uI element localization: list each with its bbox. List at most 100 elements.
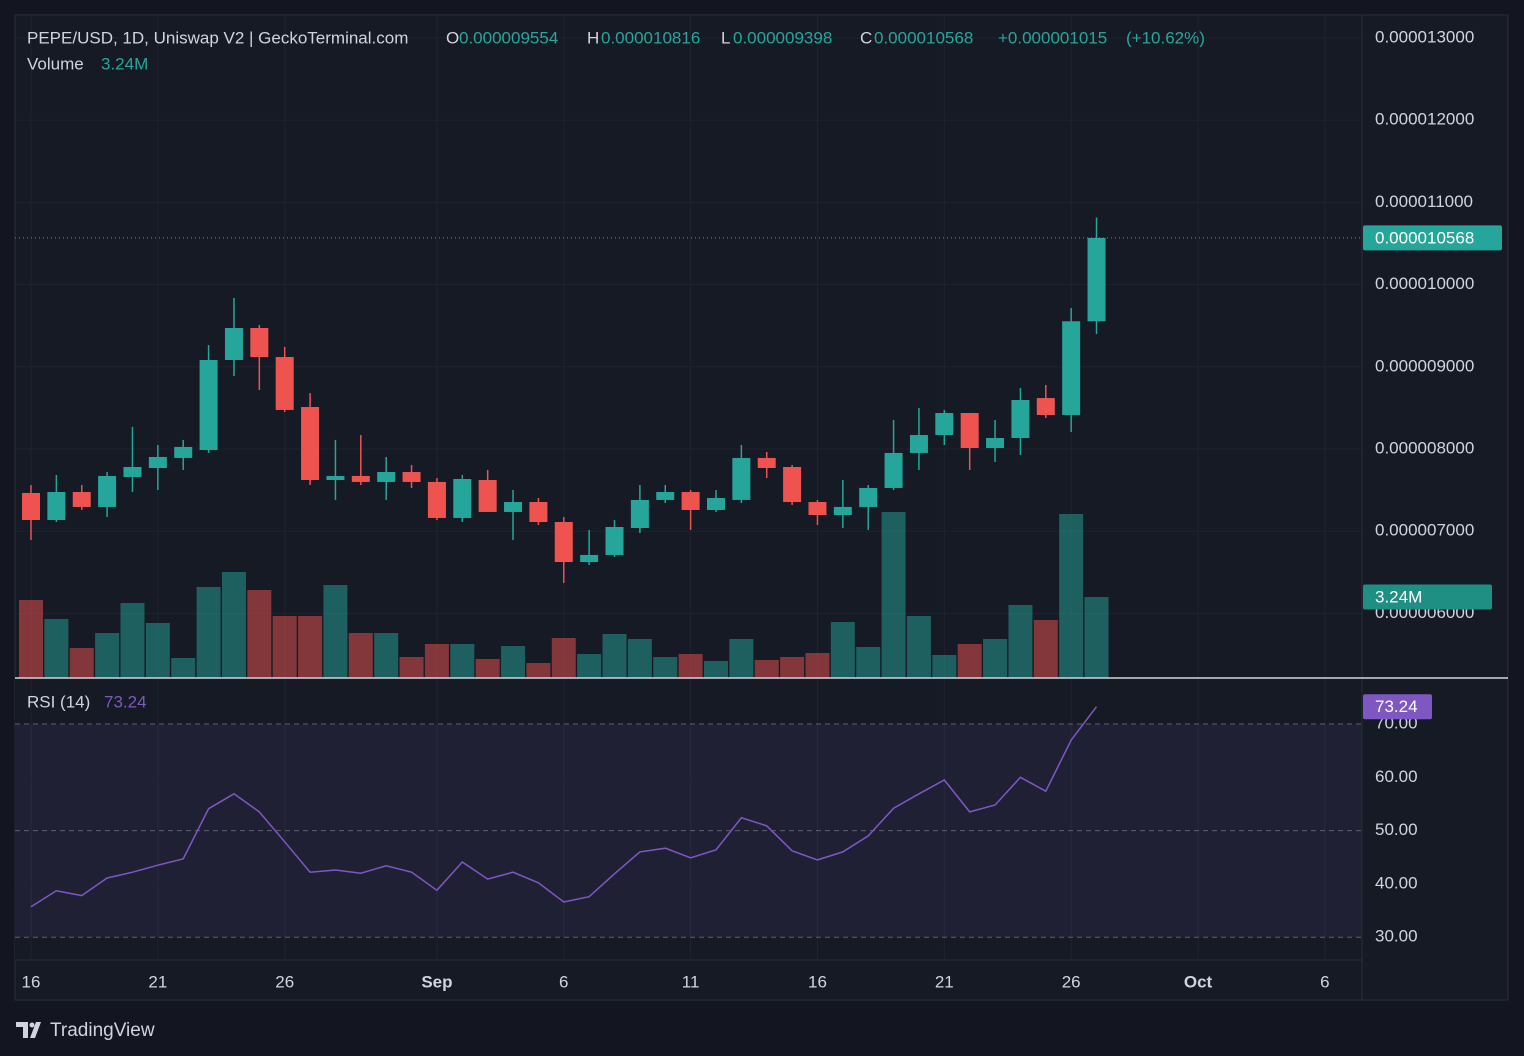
candle-body <box>72 491 91 507</box>
y-tick-label: 0.000009000 <box>1375 356 1474 375</box>
rsi-tick-label: 40.00 <box>1375 873 1418 892</box>
y-tick-label: 0.000013000 <box>1375 27 1474 46</box>
y-tick-label: 0.000007000 <box>1375 521 1474 540</box>
header: PEPE/USD, 1D, Uniswap V2 | GeckoTerminal… <box>27 28 1205 711</box>
volume-bar <box>374 633 399 678</box>
volume-bar <box>983 639 1008 678</box>
x-tick-label: 16 <box>808 972 827 991</box>
candle-body <box>123 467 142 477</box>
x-tick-label: 6 <box>1320 972 1329 991</box>
candle-body <box>199 359 218 450</box>
candle-body <box>783 467 802 503</box>
candle-body <box>986 437 1005 449</box>
volume-bar <box>932 655 957 678</box>
x-tick-label: 26 <box>275 972 294 991</box>
candle-body <box>478 479 497 512</box>
candle-body <box>605 527 624 555</box>
volume-bar <box>780 657 805 678</box>
volume-bar <box>1033 620 1058 678</box>
x-tick-label: 21 <box>935 972 954 991</box>
ohlc-name: O <box>446 28 459 47</box>
ohlc-value: 0.000009398 <box>733 28 832 47</box>
volume-bar <box>678 654 703 678</box>
volume-bar <box>1059 514 1084 678</box>
candle-body <box>326 475 345 480</box>
volume-bar <box>221 572 246 678</box>
candle-body <box>529 502 548 522</box>
symbol-title: PEPE/USD, 1D, Uniswap V2 | GeckoTerminal… <box>27 28 408 47</box>
candle-body <box>1087 237 1106 322</box>
volume-bar <box>526 663 551 678</box>
x-tick-label: Sep <box>421 972 452 991</box>
volume-bar <box>196 587 221 678</box>
volume-tag <box>1363 584 1492 610</box>
rsi-tick-label: 30.00 <box>1375 927 1418 946</box>
volume-bar <box>247 590 272 678</box>
candle-body <box>732 457 751 500</box>
volume-bar <box>602 634 627 678</box>
x-tick-label: 26 <box>1062 972 1081 991</box>
candle-body <box>833 506 852 516</box>
candle-body <box>935 412 954 436</box>
y-tick-label: 0.000010000 <box>1375 274 1474 293</box>
rsi-value: 73.24 <box>104 692 147 711</box>
volume-bar <box>348 633 373 678</box>
candle-body <box>453 479 472 518</box>
volume-bar <box>1084 597 1109 678</box>
rsi-name: RSI (14) <box>27 692 90 711</box>
candle-body <box>909 435 928 453</box>
volume-bar <box>1008 605 1033 678</box>
volume-bar <box>856 647 881 678</box>
rsi-tag <box>1363 694 1432 720</box>
volume-tag-label: 3.24M <box>1375 587 1422 606</box>
candle-body <box>504 502 523 512</box>
x-tick-label: 11 <box>682 972 700 991</box>
candle-body <box>808 502 827 516</box>
volume-bar <box>627 639 652 678</box>
rsi-tick-label: 50.00 <box>1375 820 1418 839</box>
last-price-label: 0.000010568 <box>1375 228 1474 247</box>
volume-bar <box>957 644 982 678</box>
candle-body <box>224 328 243 360</box>
ohlc-value: 0.000010816 <box>601 28 700 47</box>
y-tick-label: 0.000011000 <box>1375 192 1473 211</box>
volume-bar <box>653 657 678 678</box>
ohlc-value: 0.000010568 <box>874 28 973 47</box>
volume-name: Volume <box>27 54 84 73</box>
volume-bar <box>729 639 754 678</box>
candle-body <box>174 446 193 458</box>
volume-bar <box>69 648 94 678</box>
rsi-line <box>30 706 1098 908</box>
rsi-tag-label: 73.24 <box>1375 697 1418 716</box>
volume-bar <box>120 603 145 678</box>
volume-bar <box>450 644 475 678</box>
volume-bar <box>298 616 323 678</box>
volume-bar <box>805 653 830 678</box>
volume-bar <box>475 659 500 678</box>
volume-bar <box>19 600 43 678</box>
x-tick-label: 21 <box>148 972 167 991</box>
ohlc-value: 0.000009554 <box>459 28 558 47</box>
brand-logo: TradingView <box>16 1020 155 1041</box>
marks <box>15 217 1362 908</box>
volume-bar <box>95 633 120 678</box>
candle-body <box>301 406 320 480</box>
volume-bar <box>881 512 906 678</box>
volume-bar <box>551 638 576 678</box>
candle-body <box>22 492 40 521</box>
change-percent: (+10.62%) <box>1126 28 1205 47</box>
candle-body <box>554 521 573 563</box>
rsi-pane <box>15 678 1362 960</box>
ohlc-name: C <box>860 28 872 47</box>
candle-body <box>148 456 167 468</box>
volume-bar <box>501 646 526 678</box>
candle-body <box>681 491 700 510</box>
volume-bar <box>145 623 170 678</box>
volume-bar <box>424 644 449 678</box>
candle-body <box>402 472 421 482</box>
volume-bar <box>44 619 69 678</box>
ohlc-name: L <box>721 28 730 47</box>
candle-body <box>656 491 675 500</box>
candle-body <box>427 481 446 518</box>
